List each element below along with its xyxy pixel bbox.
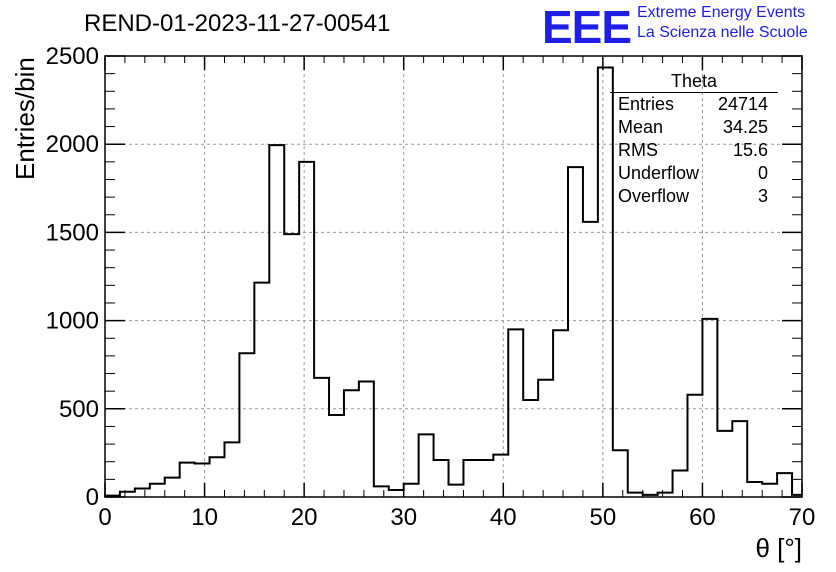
histogram-bin <box>732 421 747 497</box>
histogram-bin <box>449 485 464 497</box>
stats-title: Theta <box>610 70 778 93</box>
stats-label: Entries <box>618 94 675 114</box>
histogram-bin <box>419 434 434 497</box>
histogram-series <box>104 66 802 497</box>
histogram-bin <box>344 390 359 497</box>
histogram-bin <box>702 319 717 497</box>
histogram-bin <box>463 460 478 497</box>
stats-row-overflow: Overflow 3 <box>610 185 778 208</box>
x-tick-label: 0 <box>98 504 111 531</box>
x-axis-label: θ [°] <box>755 533 802 563</box>
histogram-bin <box>762 484 777 497</box>
histogram-bin <box>538 380 553 497</box>
histogram-bin <box>523 400 538 497</box>
histogram-bin <box>374 486 389 497</box>
histogram-bin <box>568 167 583 497</box>
y-tick-label: 500 <box>59 396 99 423</box>
stats-label: Overflow <box>618 186 690 206</box>
x-tick-label: 40 <box>490 504 517 531</box>
histogram-bin <box>747 482 762 497</box>
stats-label: Underflow <box>618 163 700 183</box>
histogram-bin <box>195 463 210 497</box>
histogram-bin <box>284 234 299 497</box>
stats-value: 15.6 <box>732 140 768 160</box>
histogram-bin <box>329 415 344 497</box>
stats-label: Mean <box>618 117 664 137</box>
stats-value: 0 <box>757 163 768 183</box>
histogram-bin <box>673 471 688 497</box>
histogram-bin <box>478 460 493 497</box>
histogram-bin <box>717 431 732 497</box>
stats-value: 24714 <box>717 94 768 114</box>
x-tick-label: 30 <box>390 504 417 531</box>
histogram-bin <box>359 381 374 497</box>
histogram-bin <box>299 162 314 497</box>
stats-value: 3 <box>757 186 768 206</box>
eee-logo: EEE <box>542 1 632 53</box>
histogram-bin <box>254 283 269 497</box>
histogram-bin <box>135 489 150 497</box>
y-tick-label: 0 <box>86 484 99 511</box>
x-tick-label: 50 <box>590 504 617 531</box>
y-axis-label: Entries/bin <box>10 57 40 180</box>
y-tick-label: 1000 <box>46 308 99 335</box>
x-tick-label: 60 <box>689 504 716 531</box>
histogram-bin <box>180 463 195 497</box>
histogram-bin <box>239 353 254 497</box>
stats-row-underflow: Underflow 0 <box>610 162 778 185</box>
chart-title: REND-01-2023-11-27-00541 <box>84 10 391 37</box>
histogram-bin <box>389 490 404 497</box>
y-tick-label: 2500 <box>46 43 99 70</box>
histogram-bin <box>777 473 792 497</box>
histogram-bin <box>404 484 419 497</box>
stats-value: 34.25 <box>722 117 768 137</box>
stats-row-rms: RMS 15.6 <box>610 139 778 162</box>
histogram-bin <box>165 478 180 497</box>
x-tick-label: 10 <box>191 504 218 531</box>
histogram-bin <box>269 145 284 497</box>
histogram-bin <box>224 442 239 497</box>
histogram-bin <box>508 329 523 497</box>
y-tick-label: 2000 <box>46 131 99 158</box>
histogram-bin <box>150 484 165 497</box>
stats-label: RMS <box>618 140 658 160</box>
x-tick-label: 20 <box>291 504 318 531</box>
histogram-bin <box>434 460 449 497</box>
stats-row-entries: Entries 24714 <box>610 93 778 116</box>
histogram-bin <box>613 450 628 497</box>
histogram-bin <box>120 492 135 497</box>
histogram-bin <box>210 457 225 497</box>
logo-line-2: La Scienza nelle Scuole <box>637 24 808 41</box>
histogram-bin <box>493 455 508 497</box>
x-tick-label: 70 <box>789 504 816 531</box>
histogram-bin <box>687 395 702 497</box>
logo-line-1: Extreme Energy Events <box>637 4 806 21</box>
plot-frame <box>104 55 803 498</box>
histogram-bin <box>314 378 329 497</box>
histogram-bin <box>583 222 598 497</box>
y-tick-label: 1500 <box>46 219 99 246</box>
stats-row-mean: Mean 34.25 <box>610 116 778 139</box>
stats-box: Theta Entries 24714 Mean 34.25 RMS 15.6 … <box>610 70 778 210</box>
histogram-bin <box>553 330 568 497</box>
